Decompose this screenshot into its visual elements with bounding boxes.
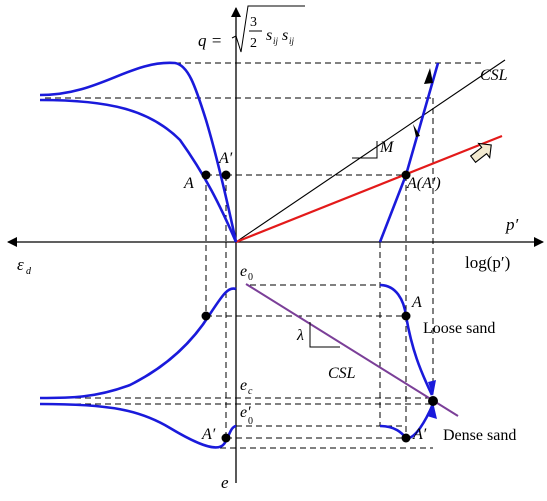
csl-line-void-space (245, 283, 459, 417)
A-prime-bottom-left-label: A′ (201, 426, 216, 443)
svg-text:e′: e′ (240, 404, 251, 421)
p-prime-label: p′ (505, 215, 519, 234)
svg-text:ε: ε (17, 255, 24, 274)
e0-label: e 0 (240, 263, 253, 283)
svg-text:s: s (266, 27, 272, 44)
csl-label-top: CSL (480, 67, 508, 84)
A-prime-bottom-right-label: A′ (412, 426, 427, 443)
svg-text:e: e (240, 377, 247, 394)
slope-triangle-M (352, 141, 378, 159)
e-axis-label: e (221, 473, 229, 492)
svg-text:s: s (282, 27, 288, 44)
svg-text:d: d (26, 266, 32, 277)
stress-strain-loose (39, 98, 238, 243)
stress-strain-dense (39, 61, 238, 243)
A-left-label: A (183, 175, 194, 192)
eps-d-label: ε d (17, 255, 32, 277)
q-axis-label: q = 3 2 s ij s ij (198, 5, 305, 53)
svg-text:0: 0 (248, 416, 253, 427)
svg-text:e: e (240, 263, 247, 280)
hollow-arrow-icon (469, 142, 492, 164)
path-arrow-icon (413, 124, 420, 137)
svg-text:ij: ij (273, 36, 279, 46)
svg-text:ij: ij (289, 36, 295, 46)
svg-text:0: 0 (248, 272, 253, 283)
csl-label-bottom: CSL (328, 365, 356, 382)
A-loose-label: A (411, 294, 422, 311)
e0-prime-label: e′ 0 (240, 404, 253, 427)
dense-arrow-icon (427, 402, 437, 419)
svg-text:3: 3 (250, 15, 257, 30)
svg-text:2: 2 (250, 36, 257, 51)
csl-line-stress-space (235, 59, 506, 243)
void-strain-loose (39, 287, 237, 400)
ec-label: e c (240, 377, 253, 397)
M-label: M (379, 139, 395, 156)
svg-text:q =: q = (198, 31, 222, 50)
lambda-label: λ (296, 327, 304, 344)
loose-arrow-icon (428, 380, 436, 396)
log-p-label: log(p′) (465, 253, 510, 272)
dashed-guides (45, 62, 483, 449)
A-prime-top-label: A′ (218, 150, 233, 167)
dense-sand-label: Dense sand (443, 427, 516, 444)
path-arrow-icon-2 (424, 68, 433, 84)
loose-sand-label: Loose sand (423, 320, 495, 337)
red-line (235, 134, 503, 244)
A-Aprime-label: A(A′) (406, 175, 441, 192)
svg-text:c: c (248, 386, 253, 397)
slope-triangle-lambda (309, 322, 340, 348)
state-points (201, 170, 438, 443)
